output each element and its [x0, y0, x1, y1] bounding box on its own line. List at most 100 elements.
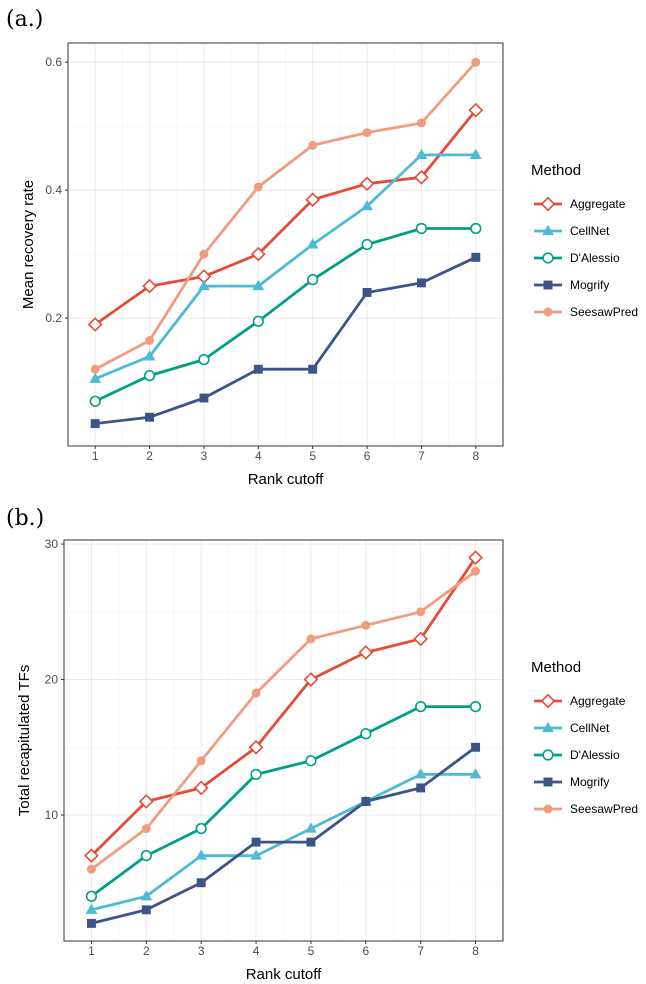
data-point-aggregate: [359, 176, 375, 192]
data-point-seesawpred: [361, 620, 371, 630]
legend-item-d-alessio: D'Alessio: [534, 251, 620, 265]
data-point-cellnet: [195, 849, 208, 860]
data-point-mogrify: [141, 905, 151, 915]
data-point-d-alessio: [143, 369, 156, 382]
x-tick-label: 5: [308, 944, 315, 958]
data-point-cellnet: [469, 148, 482, 159]
chart-panel-a: (a.) 0.2 0.4 0.6 1 2 3 4 5 6 7 8 Rank cutoff Mean rec…: [6, 7, 638, 488]
data-point-mogrify: [471, 742, 481, 752]
series-line-mogrify: [91, 746, 477, 925]
data-point-seesawpred: [199, 249, 209, 259]
data-point-d-alessio: [85, 890, 98, 902]
series-line-cellnet: [94, 153, 476, 381]
series-line-aggregate: [90, 556, 477, 857]
data-point-d-alessio: [195, 822, 207, 835]
data-point-aggregate: [358, 645, 374, 660]
data-point-mogrify: [86, 918, 96, 928]
data-point-seesawpred: [416, 607, 426, 617]
legend: Method Aggregate CellNet D'Alessio Mogrify Se…: [531, 659, 638, 816]
data-point-d-alessio: [307, 274, 319, 286]
x-tick-label: 6: [364, 449, 371, 463]
data-point-seesawpred: [86, 864, 96, 874]
y-tick-label: 10: [45, 808, 59, 822]
x-tick-label: 7: [418, 449, 425, 463]
data-point-mogrify: [306, 837, 316, 847]
data-point-mogrify: [471, 252, 481, 262]
data-point-cellnet: [306, 238, 319, 249]
data-point-cellnet: [414, 768, 427, 779]
data-point-seesawpred: [145, 335, 155, 345]
legend-label: Mogrify: [570, 278, 609, 292]
data-point-mogrify: [416, 278, 426, 288]
y-tick-label: 0.4: [45, 183, 62, 197]
data-point-d-alessio: [140, 850, 152, 862]
data-point-cellnet: [250, 849, 262, 860]
data-point-cellnet: [89, 372, 102, 383]
legend-label: SeesawPred: [570, 802, 638, 816]
data-point-seesawpred: [306, 634, 316, 644]
legend-marker-d-alessio: [542, 252, 554, 264]
legend-marker-aggregate: [540, 693, 556, 709]
data-point-mogrify: [361, 796, 371, 806]
legend-marker-aggregate: [540, 196, 556, 212]
legend-title: Method: [531, 162, 581, 179]
data-point-aggregate: [248, 739, 264, 755]
legend-marker-seesawpred: [543, 307, 553, 317]
data-point-mogrify: [145, 412, 155, 422]
data-point-d-alessio: [415, 222, 428, 235]
data-point-aggregate: [87, 317, 103, 332]
data-point-aggregate: [468, 102, 484, 118]
data-point-mogrify: [196, 878, 206, 888]
y-tick-label: 30: [45, 537, 59, 551]
data-point-seesawpred: [253, 182, 263, 192]
legend-label: D'Alessio: [570, 251, 620, 265]
data-point-aggregate: [142, 278, 157, 294]
data-point-d-alessio: [89, 395, 101, 407]
data-point-seesawpred: [196, 756, 206, 766]
panel-border: [63, 539, 504, 942]
data-point-aggregate: [193, 780, 209, 796]
data-point-d-alessio: [252, 315, 264, 327]
data-point-seesawpred: [308, 140, 318, 150]
panel-border: [67, 42, 504, 447]
data-point-d-alessio: [469, 700, 482, 713]
x-tick-label: 4: [255, 449, 262, 463]
data-point-d-alessio: [250, 768, 262, 781]
data-point-seesawpred: [90, 364, 100, 374]
chart-panel-b: (b.) 10 20 30 1 2 3 4 5 6 7 8 Rank cutoff Total recap…: [6, 506, 638, 983]
legend: Method Aggregate CellNet D'Alessio Mogrify Se…: [531, 162, 638, 319]
series-line-aggregate: [94, 109, 477, 326]
x-tick-label: 2: [146, 449, 153, 463]
legend-label: SeesawPred: [570, 305, 638, 319]
x-tick-label: 7: [417, 944, 424, 958]
legend-marker-d-alessio: [542, 749, 554, 761]
data-point-d-alessio: [415, 700, 427, 713]
legend-label: Aggregate: [570, 197, 626, 211]
data-point-cellnet: [305, 822, 317, 833]
data-point-mogrify: [308, 364, 318, 374]
data-point-cellnet: [140, 890, 153, 901]
legend-label: D'Alessio: [570, 748, 620, 762]
x-tick-label: 5: [309, 449, 316, 463]
data-point-mogrify: [253, 364, 263, 374]
data-point-mogrify: [416, 783, 426, 793]
legend-label: CellNet: [570, 721, 610, 735]
legend-title: Method: [531, 659, 581, 676]
series-line-seesawpred: [94, 61, 477, 371]
x-tick-label: 1: [88, 944, 95, 958]
data-point-aggregate: [250, 246, 266, 262]
data-point-mogrify: [199, 393, 209, 403]
legend-item-d-alessio: D'Alessio: [534, 748, 620, 762]
x-tick-label: 3: [198, 944, 205, 958]
data-point-seesawpred: [362, 128, 372, 138]
series-line-seesawpred: [90, 570, 477, 871]
data-point-d-alessio: [361, 238, 373, 251]
x-axis-title: Rank cutoff: [248, 471, 324, 488]
data-point-seesawpred: [471, 57, 481, 67]
legend-marker-seesawpred: [543, 804, 553, 814]
data-point-d-alessio: [470, 222, 482, 235]
legend-item-mogrify: Mogrify: [534, 278, 609, 292]
data-point-d-alessio: [305, 755, 317, 767]
legend-item-cellnet: CellNet: [534, 721, 610, 735]
